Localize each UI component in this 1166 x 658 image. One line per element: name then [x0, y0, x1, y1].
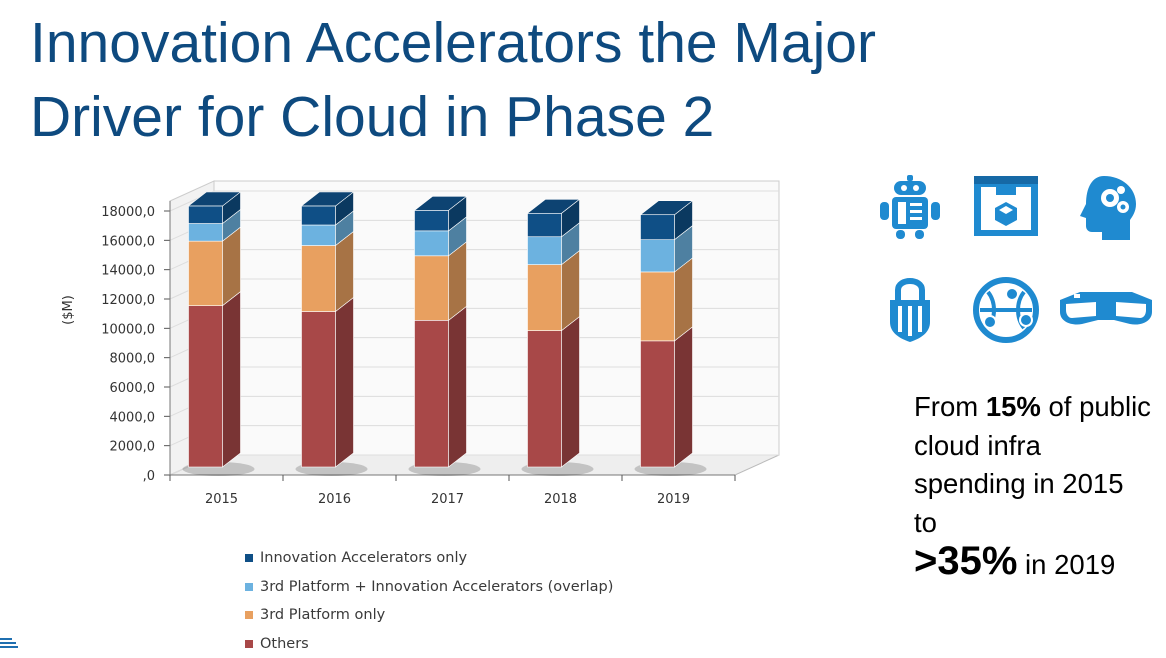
- legend-label: Others: [260, 636, 309, 652]
- bar-segment: [641, 341, 675, 467]
- bar-stack-2017: [415, 196, 467, 467]
- bar-segment: [415, 256, 449, 321]
- y-axis-label: ($M): [61, 295, 76, 325]
- x-axis-ticks: 2015 2016 2017 2018 2019: [170, 475, 735, 507]
- legend-item: Others: [245, 630, 613, 658]
- x-tick-label: 2017: [431, 492, 464, 507]
- bar-segment: [528, 265, 562, 331]
- y-tick-label: 12000,0: [101, 293, 155, 308]
- bar-segment: [528, 331, 562, 467]
- bar-segment-side: [336, 298, 354, 467]
- bar-segment: [302, 312, 336, 467]
- robot-icon: [870, 172, 950, 244]
- 3d-printer-icon: [966, 172, 1046, 244]
- bar-segment: [189, 306, 223, 467]
- x-tick-label: 2018: [544, 492, 577, 507]
- callout-to-pct: >35%: [914, 539, 1017, 583]
- legend-item: 3rd Platform only: [245, 601, 613, 630]
- innovation-icons: [870, 172, 1160, 347]
- legend-item: Innovation Accelerators only: [245, 544, 613, 573]
- y-tick-label: 2000,0: [110, 440, 156, 455]
- bar-stack-2019: [641, 201, 693, 467]
- y-tick-label: 6000,0: [110, 381, 156, 396]
- bar-stack-2018: [528, 199, 580, 467]
- smart-glasses-icon: [1056, 272, 1156, 344]
- y-tick-label: 8000,0: [110, 352, 156, 367]
- legend-item: 3rd Platform + Innovation Accelerators (…: [245, 573, 613, 602]
- bar-segment: [189, 241, 223, 306]
- legend-label: 3rd Platform only: [260, 607, 385, 623]
- x-tick-label: 2015: [205, 492, 238, 507]
- legend-swatch: [245, 583, 253, 591]
- y-axis-ticks: ,0 2000,0 4000,0 6000,0 8000,0 10000,0 12000,0…: [101, 201, 170, 484]
- legend-label: 3rd Platform + Innovation Accelerators (…: [260, 579, 613, 595]
- bar-segment-side: [562, 317, 580, 467]
- bar-stack-2015: [189, 192, 241, 467]
- y-tick-label: ,0: [143, 469, 155, 484]
- bar-segment: [415, 320, 449, 467]
- bar-segment: [641, 272, 675, 341]
- bar-segment-side: [449, 306, 467, 467]
- x-tick-label: 2016: [318, 492, 351, 507]
- bar-segment: [415, 210, 449, 231]
- stacked-bar-chart: ,0 2000,0 4000,0 6000,0 8000,0 10000,0 12000,0…: [0, 0, 800, 520]
- bar-segment: [189, 224, 223, 242]
- security-lock-icon: [870, 272, 950, 344]
- y-tick-label: 4000,0: [110, 410, 156, 425]
- corner-logo-icon: [0, 636, 20, 656]
- brain-gears-icon: [1068, 172, 1148, 244]
- x-tick-label: 2019: [657, 492, 690, 507]
- legend-swatch: [245, 640, 253, 648]
- bar-segment: [415, 231, 449, 256]
- iot-network-icon: [966, 272, 1046, 344]
- y-tick-label: 16000,0: [101, 234, 155, 249]
- bar-segment: [641, 240, 675, 272]
- callout-from: From: [914, 391, 986, 422]
- bar-segment-side: [675, 327, 693, 467]
- bar-segment-side: [223, 292, 241, 467]
- bar-segment: [641, 215, 675, 240]
- bar-stack-2016: [302, 192, 354, 467]
- bar-segment: [302, 206, 336, 225]
- callout-text: From 15% of public cloud infra spending …: [914, 388, 1154, 585]
- bar-segment: [302, 225, 336, 246]
- callout-from-pct: 15%: [986, 391, 1041, 422]
- y-tick-label: 10000,0: [101, 322, 155, 337]
- bar-segment: [189, 206, 223, 224]
- bar-segment: [302, 246, 336, 312]
- bar-segment-side: [675, 258, 693, 341]
- callout-in: in 2019: [1017, 549, 1115, 580]
- legend-label: Innovation Accelerators only: [260, 550, 467, 566]
- chart-legend: Innovation Accelerators only 3rd Platform…: [245, 544, 613, 658]
- bar-segment: [528, 237, 562, 265]
- y-tick-label: 14000,0: [101, 264, 155, 279]
- legend-swatch: [245, 611, 253, 619]
- legend-swatch: [245, 554, 253, 562]
- y-tick-label: 18000,0: [101, 205, 155, 220]
- bar-segment: [528, 213, 562, 236]
- chart-back-wall: [214, 181, 779, 455]
